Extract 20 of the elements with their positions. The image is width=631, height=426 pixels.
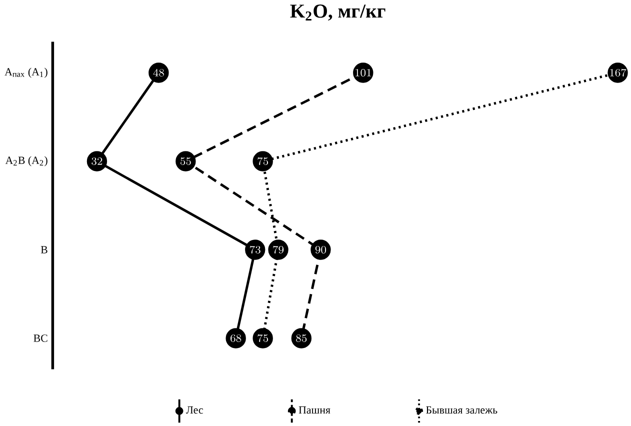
- data-label: 90: [315, 246, 326, 254]
- data-label: 48: [153, 68, 164, 76]
- data-label: 75: [258, 157, 268, 165]
- data-label: 85: [296, 334, 307, 342]
- data-label: 101: [355, 68, 371, 76]
- legend-label: Пашня: [298, 406, 330, 414]
- legend-label: Лес: [186, 406, 203, 414]
- data-label: 68: [230, 334, 242, 342]
- data-label: 79: [273, 246, 284, 254]
- y-tick-label: B: [40, 246, 48, 254]
- data-label: 73: [250, 246, 260, 254]
- data-label: 55: [180, 157, 191, 165]
- y-tick-label: A$_{пах}$ (A$_{1}$): [4, 68, 48, 78]
- legend-label: Бывшая залежь: [426, 406, 498, 414]
- chart-title: K$_{2}$O, мг/кг: [290, 4, 386, 20]
- y-tick-label: BC: [34, 334, 48, 342]
- data-label: 167: [610, 68, 626, 76]
- data-label: 75: [258, 334, 268, 342]
- y-tick-label: A$_{2}$B (A$_{2}$): [5, 156, 48, 166]
- data-label: 32: [92, 157, 102, 165]
